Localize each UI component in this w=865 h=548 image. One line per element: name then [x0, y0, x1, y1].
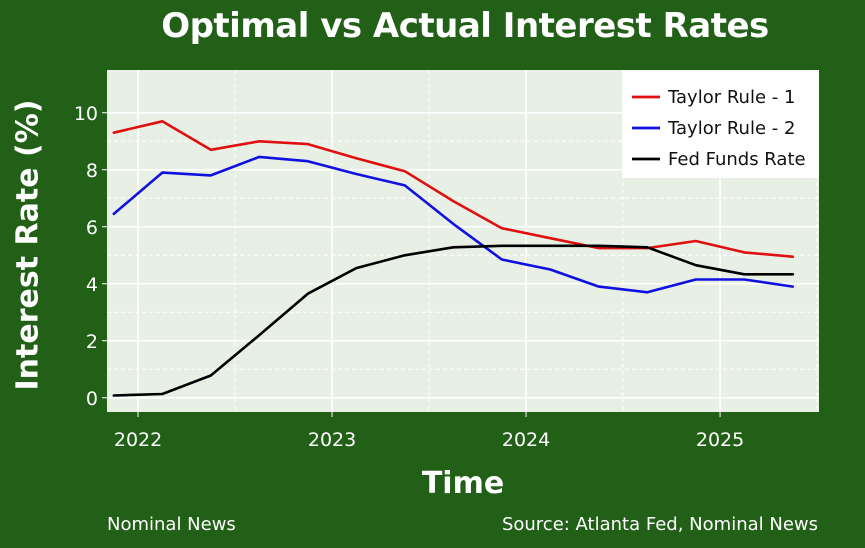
- series-layer: [112, 120, 795, 397]
- x-axis-label: Time: [421, 466, 505, 501]
- y-tick-label: 0: [86, 388, 98, 410]
- x-tick-label: 2025: [696, 429, 744, 451]
- series-line-2: [112, 155, 795, 294]
- y-axis: 0 2 4 6 8 10: [74, 103, 107, 410]
- footer-left: Nominal News: [107, 514, 236, 535]
- x-tick-label: 2023: [308, 429, 356, 451]
- footer-source: Source: Atlanta Fed, Nominal News: [501, 514, 818, 535]
- legend-label: Fed Funds Rate: [668, 149, 806, 170]
- y-tick-label: 10: [74, 103, 98, 125]
- legend-label: Taylor Rule - 2: [667, 118, 795, 139]
- y-axis-label: Interest Rate (%): [10, 99, 46, 391]
- legend: Taylor Rule - 1 Taylor Rule - 2 Fed Funds …: [622, 70, 819, 178]
- y-tick-label: 8: [86, 160, 98, 182]
- x-tick-label: 2022: [114, 429, 162, 451]
- y-tick-label: 2: [86, 331, 98, 353]
- legend-label: Taylor Rule - 1: [667, 87, 795, 108]
- series-line-3: [112, 244, 795, 397]
- y-tick-label: 4: [86, 274, 98, 296]
- chart-title: Optimal vs Actual Interest Rates: [161, 6, 769, 46]
- series-line-1: [112, 120, 795, 259]
- y-tick-label: 6: [86, 217, 98, 239]
- x-tick-label: 2024: [502, 429, 550, 451]
- x-axis: 2022 2023 2024 2025: [114, 412, 744, 451]
